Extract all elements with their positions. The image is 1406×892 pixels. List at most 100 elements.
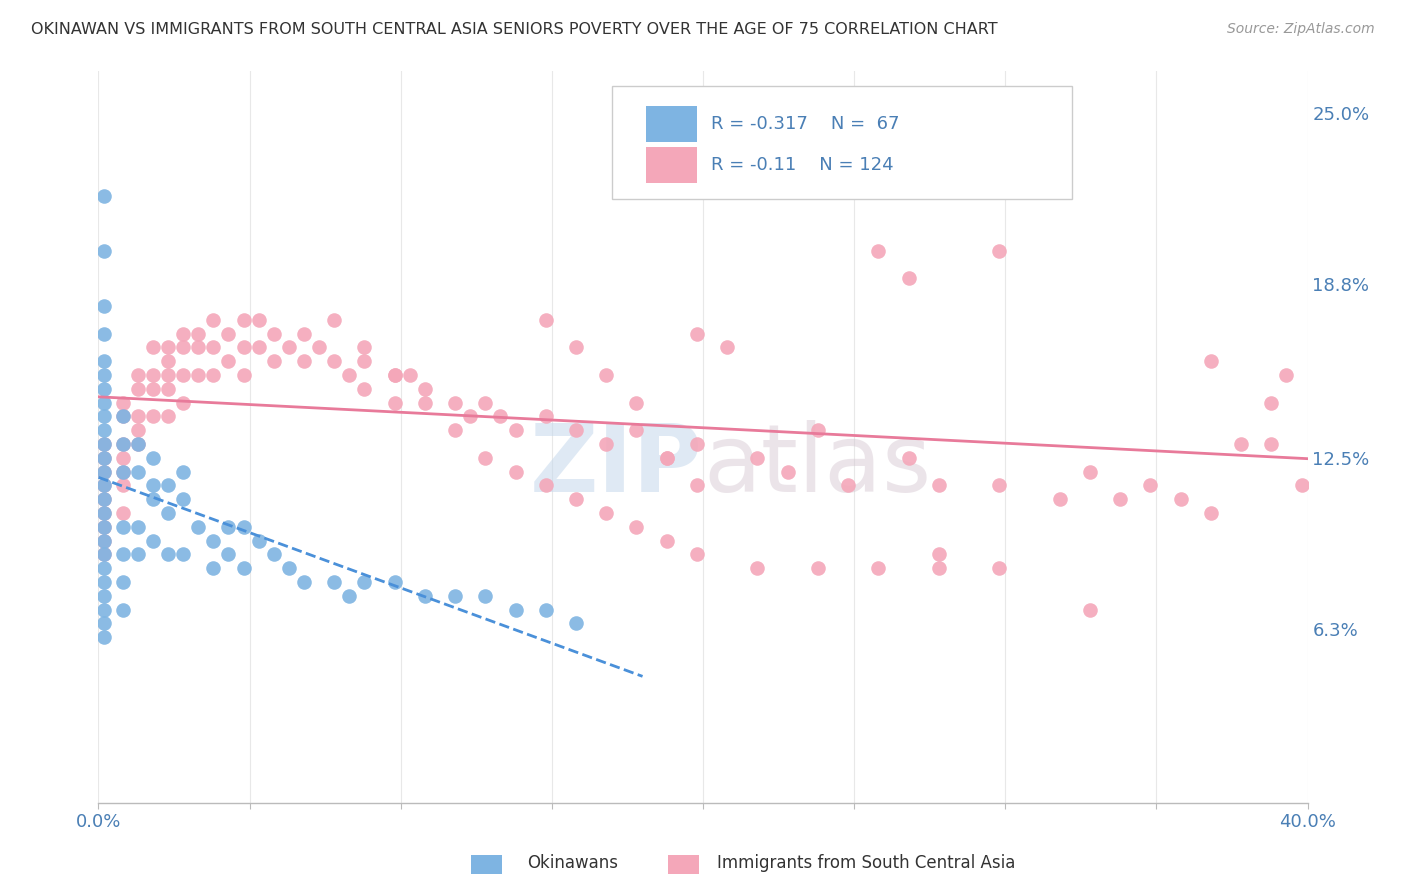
Point — [172, 395, 194, 409]
Point — [868, 244, 890, 258]
Point — [93, 395, 115, 409]
Point — [837, 478, 859, 492]
Point — [142, 533, 165, 548]
Point — [111, 450, 134, 465]
Point — [337, 368, 360, 382]
Point — [897, 450, 920, 465]
Point — [172, 326, 194, 341]
Point — [277, 340, 299, 354]
Point — [1139, 478, 1161, 492]
Point — [353, 382, 375, 396]
Point — [111, 478, 134, 492]
Point — [655, 450, 678, 465]
Point — [93, 616, 115, 631]
Text: atlas: atlas — [703, 420, 931, 512]
Point — [127, 548, 149, 562]
Point — [93, 423, 115, 437]
Bar — [647, 146, 697, 183]
Point — [93, 478, 115, 492]
Point — [928, 120, 950, 134]
Point — [93, 465, 115, 479]
Point — [93, 630, 115, 644]
Point — [534, 478, 557, 492]
Point — [93, 465, 115, 479]
Text: Immigrants from South Central Asia: Immigrants from South Central Asia — [717, 855, 1015, 872]
Point — [534, 409, 557, 424]
Point — [93, 450, 115, 465]
Point — [142, 340, 165, 354]
Point — [1275, 368, 1298, 382]
Point — [747, 450, 769, 465]
Point — [474, 589, 496, 603]
Point — [111, 574, 134, 589]
Point — [247, 533, 270, 548]
Point — [127, 520, 149, 534]
Point — [353, 354, 375, 368]
Point — [93, 548, 115, 562]
Point — [217, 548, 239, 562]
Point — [93, 354, 115, 368]
Point — [626, 520, 648, 534]
Point — [595, 506, 617, 520]
Point — [156, 478, 179, 492]
Point — [413, 382, 436, 396]
Point — [595, 368, 617, 382]
Point — [897, 271, 920, 285]
Point — [444, 395, 467, 409]
Text: Okinawans: Okinawans — [527, 855, 619, 872]
Point — [202, 533, 225, 548]
Point — [1230, 437, 1253, 451]
Point — [474, 450, 496, 465]
Point — [156, 368, 179, 382]
Point — [807, 561, 830, 575]
Point — [413, 395, 436, 409]
Point — [127, 437, 149, 451]
Point — [156, 354, 179, 368]
Point — [1199, 354, 1222, 368]
Point — [686, 478, 709, 492]
Point — [292, 574, 315, 589]
Point — [142, 382, 165, 396]
Text: OKINAWAN VS IMMIGRANTS FROM SOUTH CENTRAL ASIA SENIORS POVERTY OVER THE AGE OF 7: OKINAWAN VS IMMIGRANTS FROM SOUTH CENTRA… — [31, 22, 998, 37]
Point — [988, 478, 1011, 492]
Text: R = -0.317    N =  67: R = -0.317 N = 67 — [711, 115, 900, 133]
Point — [127, 465, 149, 479]
Point — [353, 574, 375, 589]
Point — [142, 368, 165, 382]
Point — [232, 520, 254, 534]
Point — [1260, 437, 1282, 451]
Point — [187, 326, 209, 341]
Point — [202, 561, 225, 575]
Point — [93, 326, 115, 341]
Point — [534, 602, 557, 616]
Point — [292, 354, 315, 368]
Point — [93, 533, 115, 548]
Point — [263, 326, 285, 341]
Point — [353, 340, 375, 354]
Point — [127, 368, 149, 382]
Point — [232, 561, 254, 575]
Point — [928, 561, 950, 575]
Point — [93, 602, 115, 616]
Point — [1260, 395, 1282, 409]
Point — [111, 395, 134, 409]
Point — [263, 354, 285, 368]
Point — [1109, 492, 1132, 507]
Point — [263, 548, 285, 562]
Point — [626, 423, 648, 437]
Point — [111, 437, 134, 451]
FancyBboxPatch shape — [613, 86, 1071, 200]
Point — [247, 340, 270, 354]
Point — [565, 616, 588, 631]
Point — [93, 244, 115, 258]
Point — [505, 465, 527, 479]
Point — [127, 382, 149, 396]
Point — [93, 520, 115, 534]
Point — [111, 548, 134, 562]
Point — [111, 602, 134, 616]
Point — [686, 437, 709, 451]
Point — [93, 492, 115, 507]
Point — [142, 450, 165, 465]
Point — [156, 340, 179, 354]
Point — [308, 340, 330, 354]
